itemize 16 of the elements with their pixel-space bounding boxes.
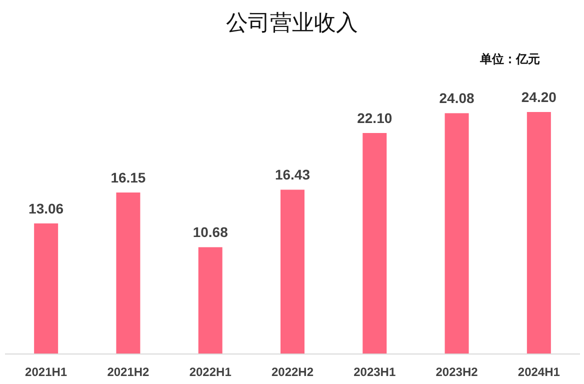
data-label: 24.20	[521, 89, 556, 105]
x-tick: 2021H2	[107, 365, 150, 379]
x-tick: 2024H1	[518, 365, 560, 379]
title: 公司营业收入	[226, 10, 358, 35]
data-label: 16.15	[110, 170, 146, 186]
data-label: 16.43	[274, 166, 310, 183]
x-tick: 2021H1	[25, 365, 68, 379]
x-tick: 2023H1	[354, 365, 396, 379]
x-tick: 2022H2	[271, 365, 314, 379]
data-label: 10.68	[192, 224, 228, 240]
data-label: 24.08	[439, 90, 474, 106]
annotation: 单位：亿元	[480, 52, 540, 66]
x-tick: 2022H1	[189, 365, 232, 379]
data-label: 22.10	[357, 110, 392, 126]
x-tick: 2023H2	[436, 365, 478, 379]
data-label: 13.06	[28, 200, 64, 216]
